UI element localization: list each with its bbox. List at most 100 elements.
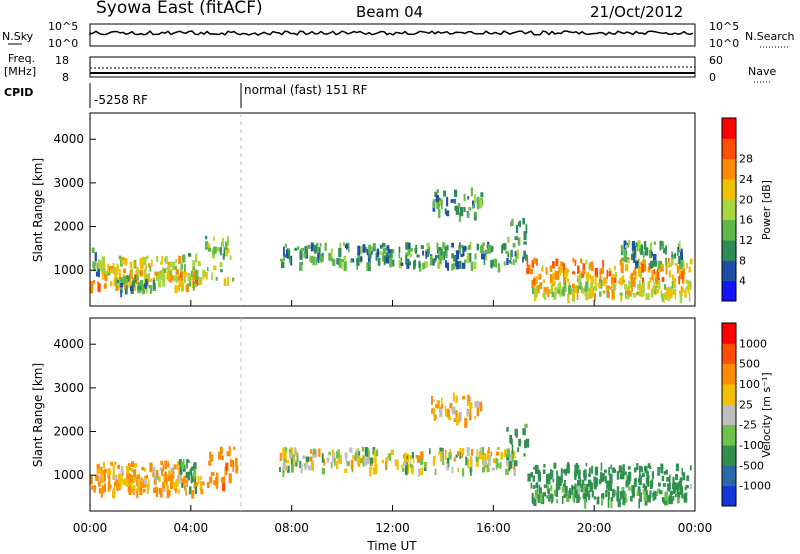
power-echo-cell	[439, 198, 442, 206]
velocity-echo-cell	[622, 464, 625, 472]
velocity-echo-cell	[136, 488, 139, 499]
power-echo-cell	[166, 266, 168, 271]
velocity-echo-cell	[602, 493, 605, 500]
velocity-echo-cell	[193, 462, 197, 469]
velocity-echo-cell	[107, 468, 111, 476]
velocity-echo-cell	[611, 467, 615, 473]
velocity-echo-cell	[596, 496, 600, 505]
power-echo-cell	[379, 251, 383, 255]
velocity-echo-cell	[355, 449, 359, 458]
power-echo-cell	[516, 249, 519, 260]
power-echo-cell	[507, 253, 510, 258]
power-echo-cell	[450, 199, 454, 203]
power-echo-cell	[118, 255, 122, 260]
power-echo-cell	[523, 250, 527, 259]
power-colorbar-tick: 20	[739, 193, 753, 206]
power-echo-cell	[568, 281, 571, 286]
velocity-echo-cell	[162, 464, 165, 472]
power-echo-cell	[340, 261, 343, 270]
velocity-echo-cell	[675, 463, 679, 472]
power-echo-cell	[215, 277, 218, 281]
power-echo-cell	[225, 247, 228, 257]
power-echo-cell	[372, 243, 376, 249]
velocity-echo-cell	[631, 488, 635, 492]
velocity-echo-cell	[178, 489, 180, 494]
power-colorbar-swatch	[722, 260, 736, 282]
power-echo-cell	[634, 272, 637, 280]
power-echo-cell	[493, 258, 497, 267]
freq-tick-bottom: 8	[62, 71, 69, 84]
power-echo-cell	[597, 282, 601, 288]
power-echo-cell	[368, 252, 372, 259]
power-echo-cell	[635, 242, 639, 251]
power-echo-cell	[474, 211, 477, 217]
velocity-echo-cell	[660, 464, 664, 470]
power-echo-cell	[620, 293, 623, 302]
velocity-echo-cell	[97, 468, 101, 474]
power-echo-cell	[593, 292, 596, 301]
power-echo-cell	[661, 264, 664, 268]
velocity-echo-cell	[165, 480, 168, 486]
power-echo-cell	[503, 261, 506, 266]
power-echo-cell	[657, 268, 660, 278]
power-echo-cell	[525, 254, 528, 261]
power-echo-cell	[169, 261, 172, 268]
velocity-echo-cell	[585, 483, 589, 490]
power-echo-cell	[473, 194, 476, 204]
velocity-echo-cell	[514, 428, 518, 437]
velocity-echo-cell	[381, 459, 384, 464]
power-echo-cell	[619, 292, 623, 296]
velocity-echo-cell	[655, 491, 658, 497]
power-echo-cell	[446, 262, 450, 271]
velocity-echo-cell	[610, 464, 612, 470]
velocity-echo-cell	[158, 476, 161, 483]
power-echo-cell	[636, 291, 640, 295]
power-echo-cell	[343, 242, 345, 246]
velocity-echo-cell	[679, 485, 684, 495]
power-echo-cell	[337, 258, 339, 265]
velocity-echo-cell	[649, 466, 652, 469]
velocity-echo-cell	[675, 474, 679, 481]
power-echo-cell	[667, 291, 671, 299]
velocity-y-tick-label: 4000	[53, 337, 84, 351]
velocity-echo-cell	[647, 463, 651, 469]
power-echo-cell	[368, 244, 372, 254]
power-echo-cell	[585, 281, 589, 288]
power-echo-cell	[424, 261, 428, 268]
power-echo-cell	[182, 254, 186, 263]
power-echo-cell	[526, 268, 530, 274]
power-echo-cell	[376, 248, 380, 258]
power-echo-cell	[574, 285, 578, 293]
power-echo-cell	[470, 187, 473, 197]
velocity-echo-cell	[228, 446, 231, 457]
nsky-label: N.Sky	[2, 30, 34, 43]
velocity-echo-cell	[666, 477, 670, 482]
power-echo-cell	[175, 268, 179, 275]
power-echo-cell	[408, 243, 411, 249]
velocity-echo-cell	[221, 482, 226, 492]
power-echo-cell	[626, 242, 629, 248]
velocity-echo-cell	[452, 396, 455, 402]
velocity-colorbar-tick: -25	[739, 419, 757, 432]
velocity-echo-cell	[431, 395, 433, 405]
power-echo-cell	[512, 242, 516, 248]
velocity-colorbar-label: Velocity [m s⁻¹]	[760, 372, 773, 457]
power-echo-cell	[671, 251, 673, 257]
power-echo-cell	[620, 251, 623, 255]
power-echo-cell	[391, 259, 395, 267]
velocity-echo-cell	[671, 483, 675, 490]
power-echo-cell	[155, 274, 159, 281]
power-echo-cell	[567, 293, 570, 304]
velocity-echo-cell	[444, 405, 447, 413]
velocity-echo-cell	[530, 482, 533, 489]
power-echo-cell	[564, 282, 567, 292]
power-colorbar-frame	[721, 117, 737, 302]
power-echo-cell	[101, 272, 104, 280]
velocity-echo-cell	[642, 489, 645, 496]
velocity-echo-cell	[125, 466, 130, 474]
power-echo-cell	[628, 239, 631, 246]
power-y-tick-label: 1000	[53, 263, 84, 277]
velocity-echo-cell	[434, 415, 437, 420]
power-echo-cell	[445, 251, 448, 258]
power-echo-cell	[171, 261, 176, 271]
